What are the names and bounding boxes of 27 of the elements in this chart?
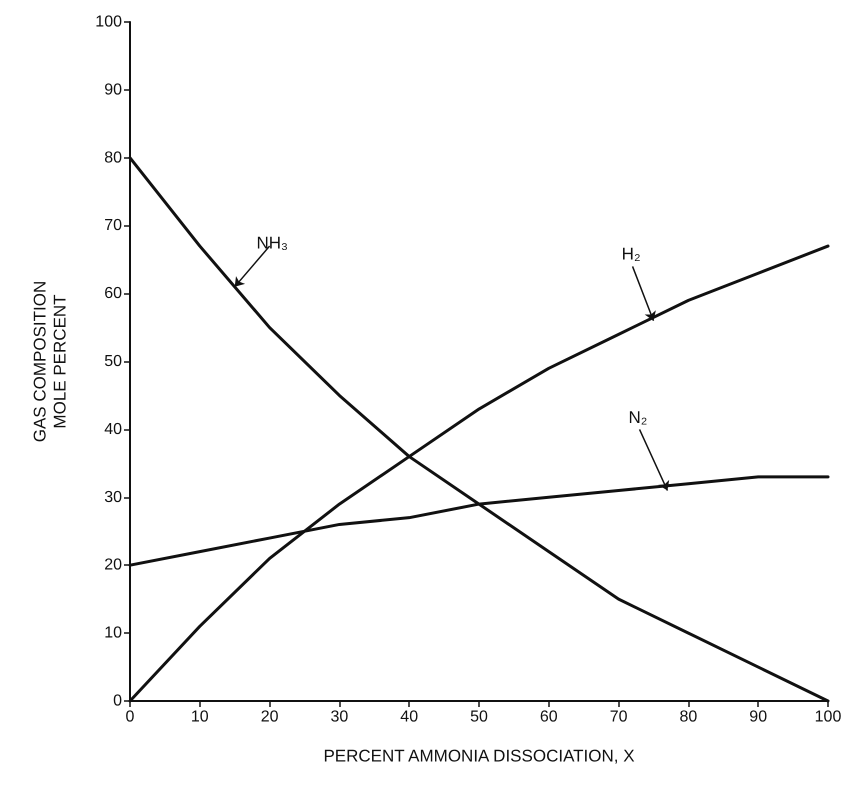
y-tick-label: 10: [104, 624, 122, 642]
y-axis-title: GAS COMPOSITION MOLE PERCENT: [30, 280, 70, 442]
x-tick-label: 10: [190, 708, 209, 726]
annotation: N₂: [628, 408, 648, 427]
y-tick-label: 20: [104, 556, 122, 574]
y-tick-label: 0: [113, 692, 122, 710]
y-tick-label: 30: [104, 488, 122, 506]
x-tick-label: 90: [749, 708, 768, 726]
annotation: NH₃: [256, 234, 288, 253]
y-tick-label: 70: [104, 217, 122, 234]
y-tick-label: 100: [95, 14, 122, 30]
x-tick-label: 50: [470, 708, 488, 726]
y-tick-label: 40: [104, 420, 122, 438]
x-tick-label: 70: [610, 708, 628, 726]
x-tick-label: 100: [814, 708, 842, 726]
x-tick-label: 30: [330, 708, 348, 726]
x-tick-label: 60: [540, 708, 558, 726]
x-tick-label: 0: [126, 708, 135, 726]
annotation: H₂: [622, 244, 641, 264]
x-tick-label: 40: [400, 708, 418, 726]
x-tick-label: 80: [680, 708, 698, 726]
y-tick-label: 80: [104, 149, 122, 166]
x-axis-title: PERCENT AMMONIA DISSOCIATION, X: [323, 746, 635, 766]
y-tick-label: 60: [104, 285, 122, 302]
x-tick-label: 20: [260, 708, 279, 726]
y-tick-label: 50: [104, 353, 122, 370]
y-tick-label: 90: [104, 81, 122, 98]
